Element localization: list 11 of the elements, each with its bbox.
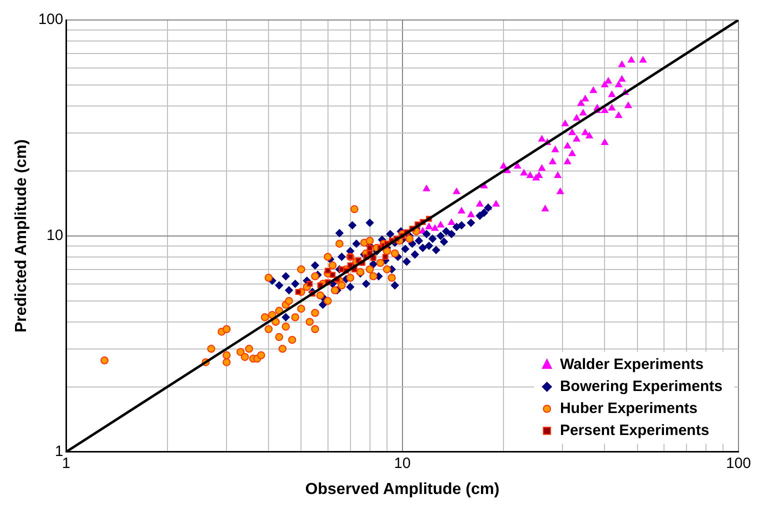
- legend-label: Bowering Experiments: [560, 378, 722, 395]
- y-tick-label: 100: [38, 11, 64, 28]
- y-axis-title: Predicted Amplitude (cm): [13, 139, 30, 333]
- legend-label: Huber Experiments: [560, 400, 698, 417]
- y-tick-label: 1: [54, 442, 64, 460]
- y-tick-label: 10: [46, 227, 64, 244]
- legend-label: Persent Experiments: [560, 422, 710, 439]
- legend-label: Walder Experiments: [560, 356, 704, 373]
- x-tick-label: 100: [726, 454, 751, 472]
- x-tick-label: 10: [394, 454, 411, 472]
- x-axis-title: Observed Amplitude (cm): [305, 480, 500, 498]
